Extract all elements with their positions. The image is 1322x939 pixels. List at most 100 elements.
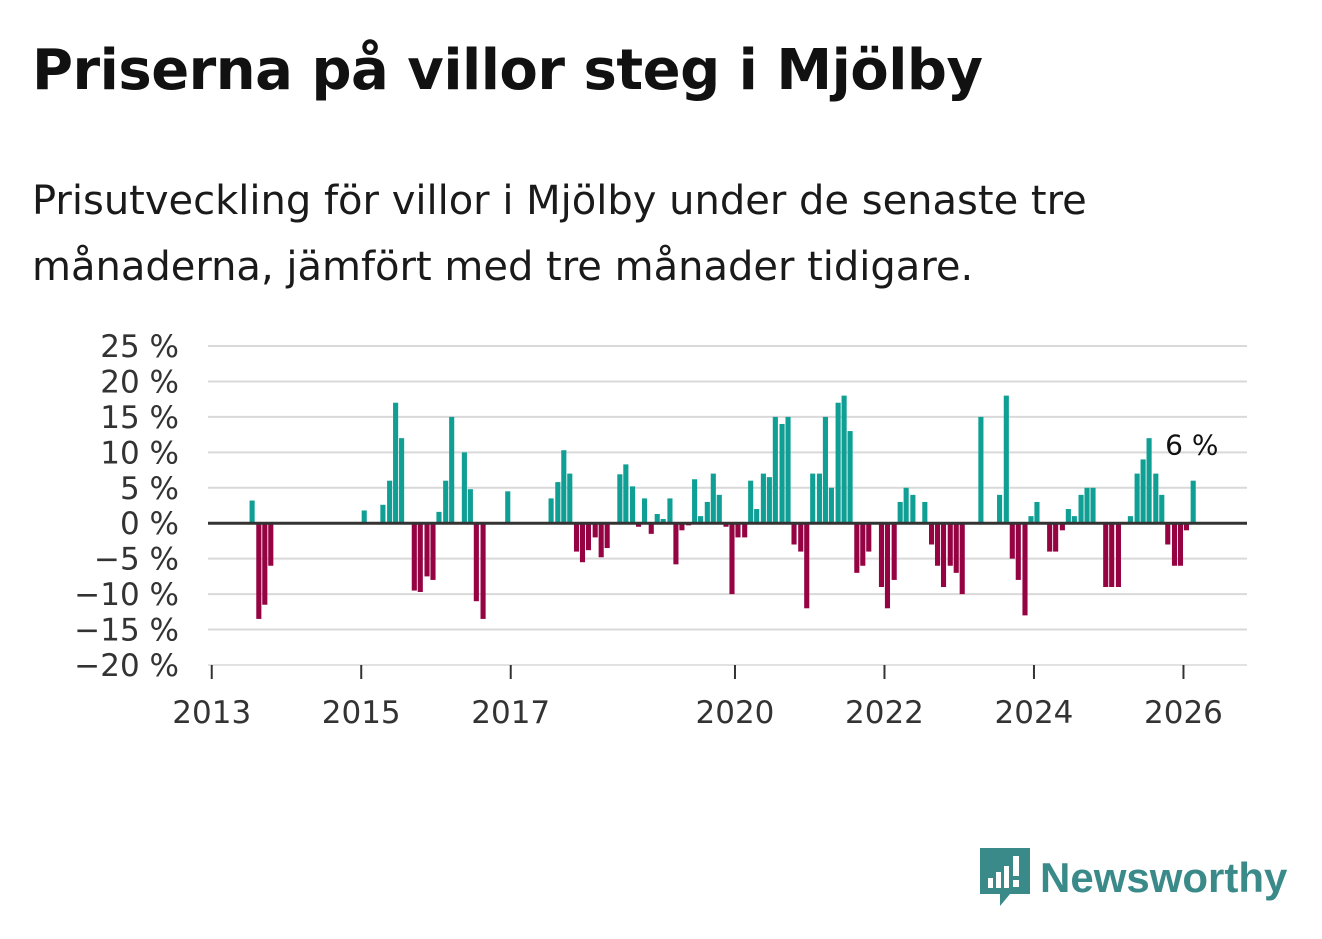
bar — [1116, 523, 1121, 587]
bar — [1103, 523, 1108, 587]
bar — [1153, 474, 1158, 524]
bar — [387, 481, 392, 524]
bar — [468, 489, 473, 523]
y-tick-label: 15 % — [100, 400, 179, 436]
bar — [729, 523, 734, 594]
x-tick-label: 2020 — [696, 695, 775, 731]
bar — [767, 477, 772, 523]
bar — [791, 523, 796, 544]
x-tick-label: 2022 — [845, 695, 924, 731]
x-tick-label: 2017 — [471, 695, 550, 731]
bar — [836, 403, 841, 524]
bar — [256, 523, 261, 619]
bar — [848, 431, 853, 523]
bar — [692, 479, 697, 523]
bar — [362, 510, 367, 523]
bar — [443, 481, 448, 524]
bar — [623, 464, 628, 523]
bar — [430, 523, 435, 580]
bar — [399, 438, 404, 523]
y-tick-label: −10 % — [74, 577, 179, 613]
bar — [1047, 523, 1052, 551]
bar — [268, 523, 273, 566]
bar — [798, 523, 803, 551]
y-tick-label: 5 % — [120, 471, 179, 507]
bar — [941, 523, 946, 587]
bar — [892, 523, 897, 580]
bar — [960, 523, 965, 594]
bar — [1084, 488, 1089, 523]
bar — [1022, 523, 1027, 615]
bar — [380, 505, 385, 523]
bar — [929, 523, 934, 544]
bar — [997, 495, 1002, 523]
bar — [935, 523, 940, 566]
bar — [866, 523, 871, 551]
y-tick-label: −15 % — [74, 613, 179, 649]
bar — [885, 523, 890, 608]
bar — [1066, 509, 1071, 523]
bar — [574, 523, 579, 551]
bar — [580, 523, 585, 562]
newsworthy-logo: Newsworthy — [980, 848, 1287, 908]
bar — [673, 523, 678, 564]
bar — [1178, 523, 1183, 566]
bar — [860, 523, 865, 566]
bar — [842, 396, 847, 524]
bar — [904, 488, 909, 523]
bar — [898, 502, 903, 523]
bar — [773, 417, 778, 523]
bar — [667, 498, 672, 523]
bar — [617, 474, 622, 523]
y-tick-label: −5 % — [94, 542, 179, 578]
bar — [1109, 523, 1114, 587]
bar — [436, 512, 441, 523]
bar — [711, 474, 716, 524]
bar — [785, 417, 790, 523]
bar — [910, 495, 915, 523]
bar — [1191, 481, 1196, 524]
bar — [561, 450, 566, 523]
bar — [804, 523, 809, 608]
bar — [1090, 488, 1095, 523]
bar — [549, 498, 554, 523]
bar — [810, 474, 815, 524]
bar — [418, 523, 423, 592]
bar — [978, 417, 983, 523]
value-annotation: 6 % — [1165, 429, 1218, 462]
bar — [449, 417, 454, 523]
bar — [424, 523, 429, 576]
bar — [555, 482, 560, 523]
y-tick-label: −20 % — [74, 648, 179, 684]
bar — [474, 523, 479, 601]
y-tick-label: 10 % — [100, 435, 179, 471]
bar — [505, 491, 510, 523]
bar — [1147, 438, 1152, 523]
bar — [462, 452, 467, 523]
newsworthy-logo-icon — [980, 848, 1030, 908]
bar — [1016, 523, 1021, 580]
x-axis-ticks: 2013201520172020202220242026 — [172, 665, 1223, 731]
x-tick-label: 2024 — [995, 695, 1074, 731]
bar — [817, 474, 822, 524]
bar — [735, 523, 740, 537]
x-tick-label: 2013 — [172, 695, 251, 731]
bar — [1079, 495, 1084, 523]
y-axis-ticks: 25 %20 %15 %10 %5 %0 %−5 %−10 %−15 %−20 … — [74, 329, 179, 684]
bar — [1053, 523, 1058, 551]
bar — [649, 523, 654, 534]
bar — [567, 474, 572, 524]
y-tick-label: 20 % — [100, 364, 179, 400]
brand-name: Newsworthy — [1040, 854, 1287, 902]
bar — [642, 498, 647, 523]
bar — [854, 523, 859, 573]
bar — [393, 403, 398, 524]
bar-chart: 25 %20 %15 %10 %5 %0 %−5 %−10 %−15 %−20 … — [0, 0, 1322, 760]
y-tick-label: 25 % — [100, 329, 179, 365]
bar — [829, 488, 834, 523]
bar — [599, 523, 604, 557]
bar — [948, 523, 953, 566]
bar — [1141, 459, 1146, 523]
bar — [262, 523, 267, 605]
bar — [1165, 523, 1170, 544]
